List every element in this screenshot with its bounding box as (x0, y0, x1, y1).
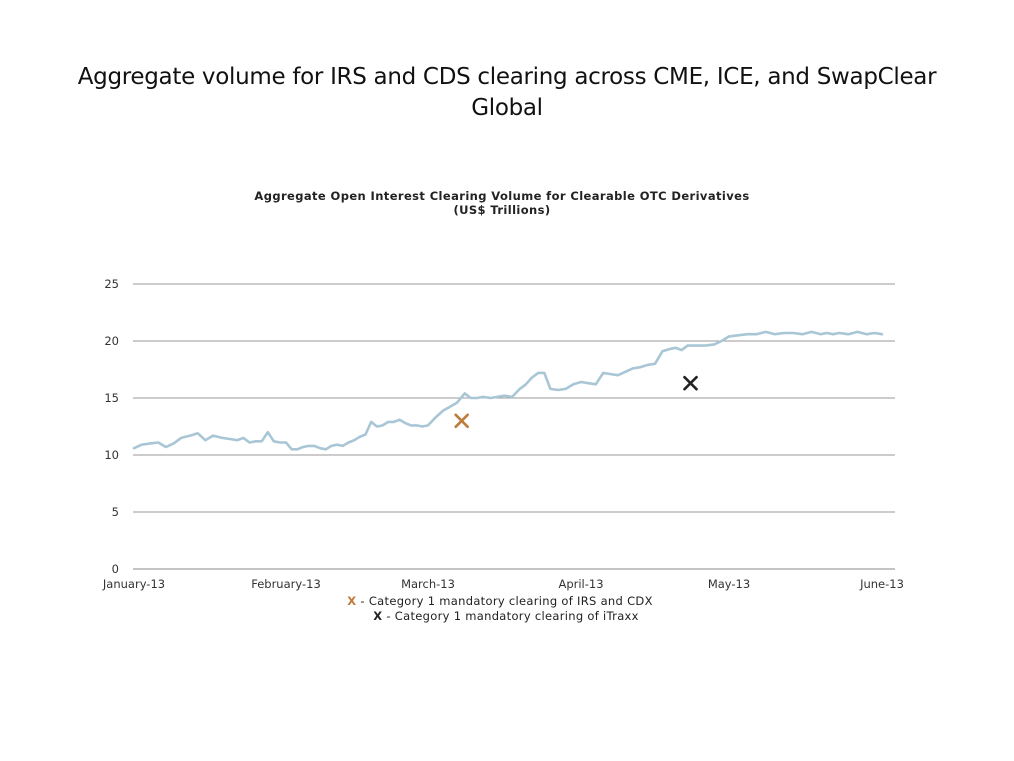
x-marker-1 (683, 375, 698, 391)
x-marker-stroke-b-0 (454, 413, 469, 429)
series-line-0 (132, 330, 884, 451)
x-tick-label-january-13: January-13 (102, 577, 165, 591)
chart-title: Aggregate Open Interest Clearing Volume … (200, 189, 804, 217)
x-tick-label-march-13: March-13 (401, 577, 455, 591)
x-tick-label-april-13: April-13 (558, 577, 603, 591)
x-marker-stroke-b-1 (683, 375, 698, 391)
chart-title-main: Aggregate Open Interest Clearing Volume … (254, 189, 750, 203)
legend-x-marker-black: X (373, 609, 383, 623)
y-tick-label-5: 5 (112, 505, 119, 519)
y-axis-tick-labels: 0 5 10 15 20 25 (104, 277, 119, 576)
x-tick-label-june-13: June-13 (859, 577, 904, 591)
slide-title: Aggregate volume for IRS and CDS clearin… (77, 64, 937, 121)
y-tick-label-15: 15 (104, 391, 119, 405)
x-marker-0 (454, 413, 469, 429)
legend-text-irs-cdx: - Category 1 mandatory clearing of IRS a… (360, 594, 653, 608)
event-markers (454, 375, 698, 429)
grid-lines (133, 283, 895, 570)
chart-subtitle: (US$ Trillions) (453, 203, 551, 217)
x-tick-label-may-13: May-13 (708, 577, 750, 591)
legend-x-marker-orange: X (347, 594, 357, 608)
y-tick-label-20: 20 (104, 334, 119, 348)
legend-item-itraxx: X - Category 1 mandatory clearing of iTr… (312, 609, 700, 624)
y-tick-label-10: 10 (104, 448, 119, 462)
legend-text-itraxx: - Category 1 mandatory clearing of iTrax… (386, 609, 639, 623)
series-layer (132, 330, 884, 451)
y-tick-label-25: 25 (104, 277, 119, 291)
x-axis-tick-labels: January-13 February-13 March-13 April-13 May… (102, 577, 904, 591)
x-tick-label-february-13: February-13 (251, 577, 321, 591)
legend-item-irs-cdx: X - Category 1 mandatory clearing of IRS… (300, 594, 700, 609)
chart-legend: X - Category 1 mandatory clearing of IRS… (300, 594, 700, 624)
y-tick-label-0: 0 (112, 562, 119, 576)
